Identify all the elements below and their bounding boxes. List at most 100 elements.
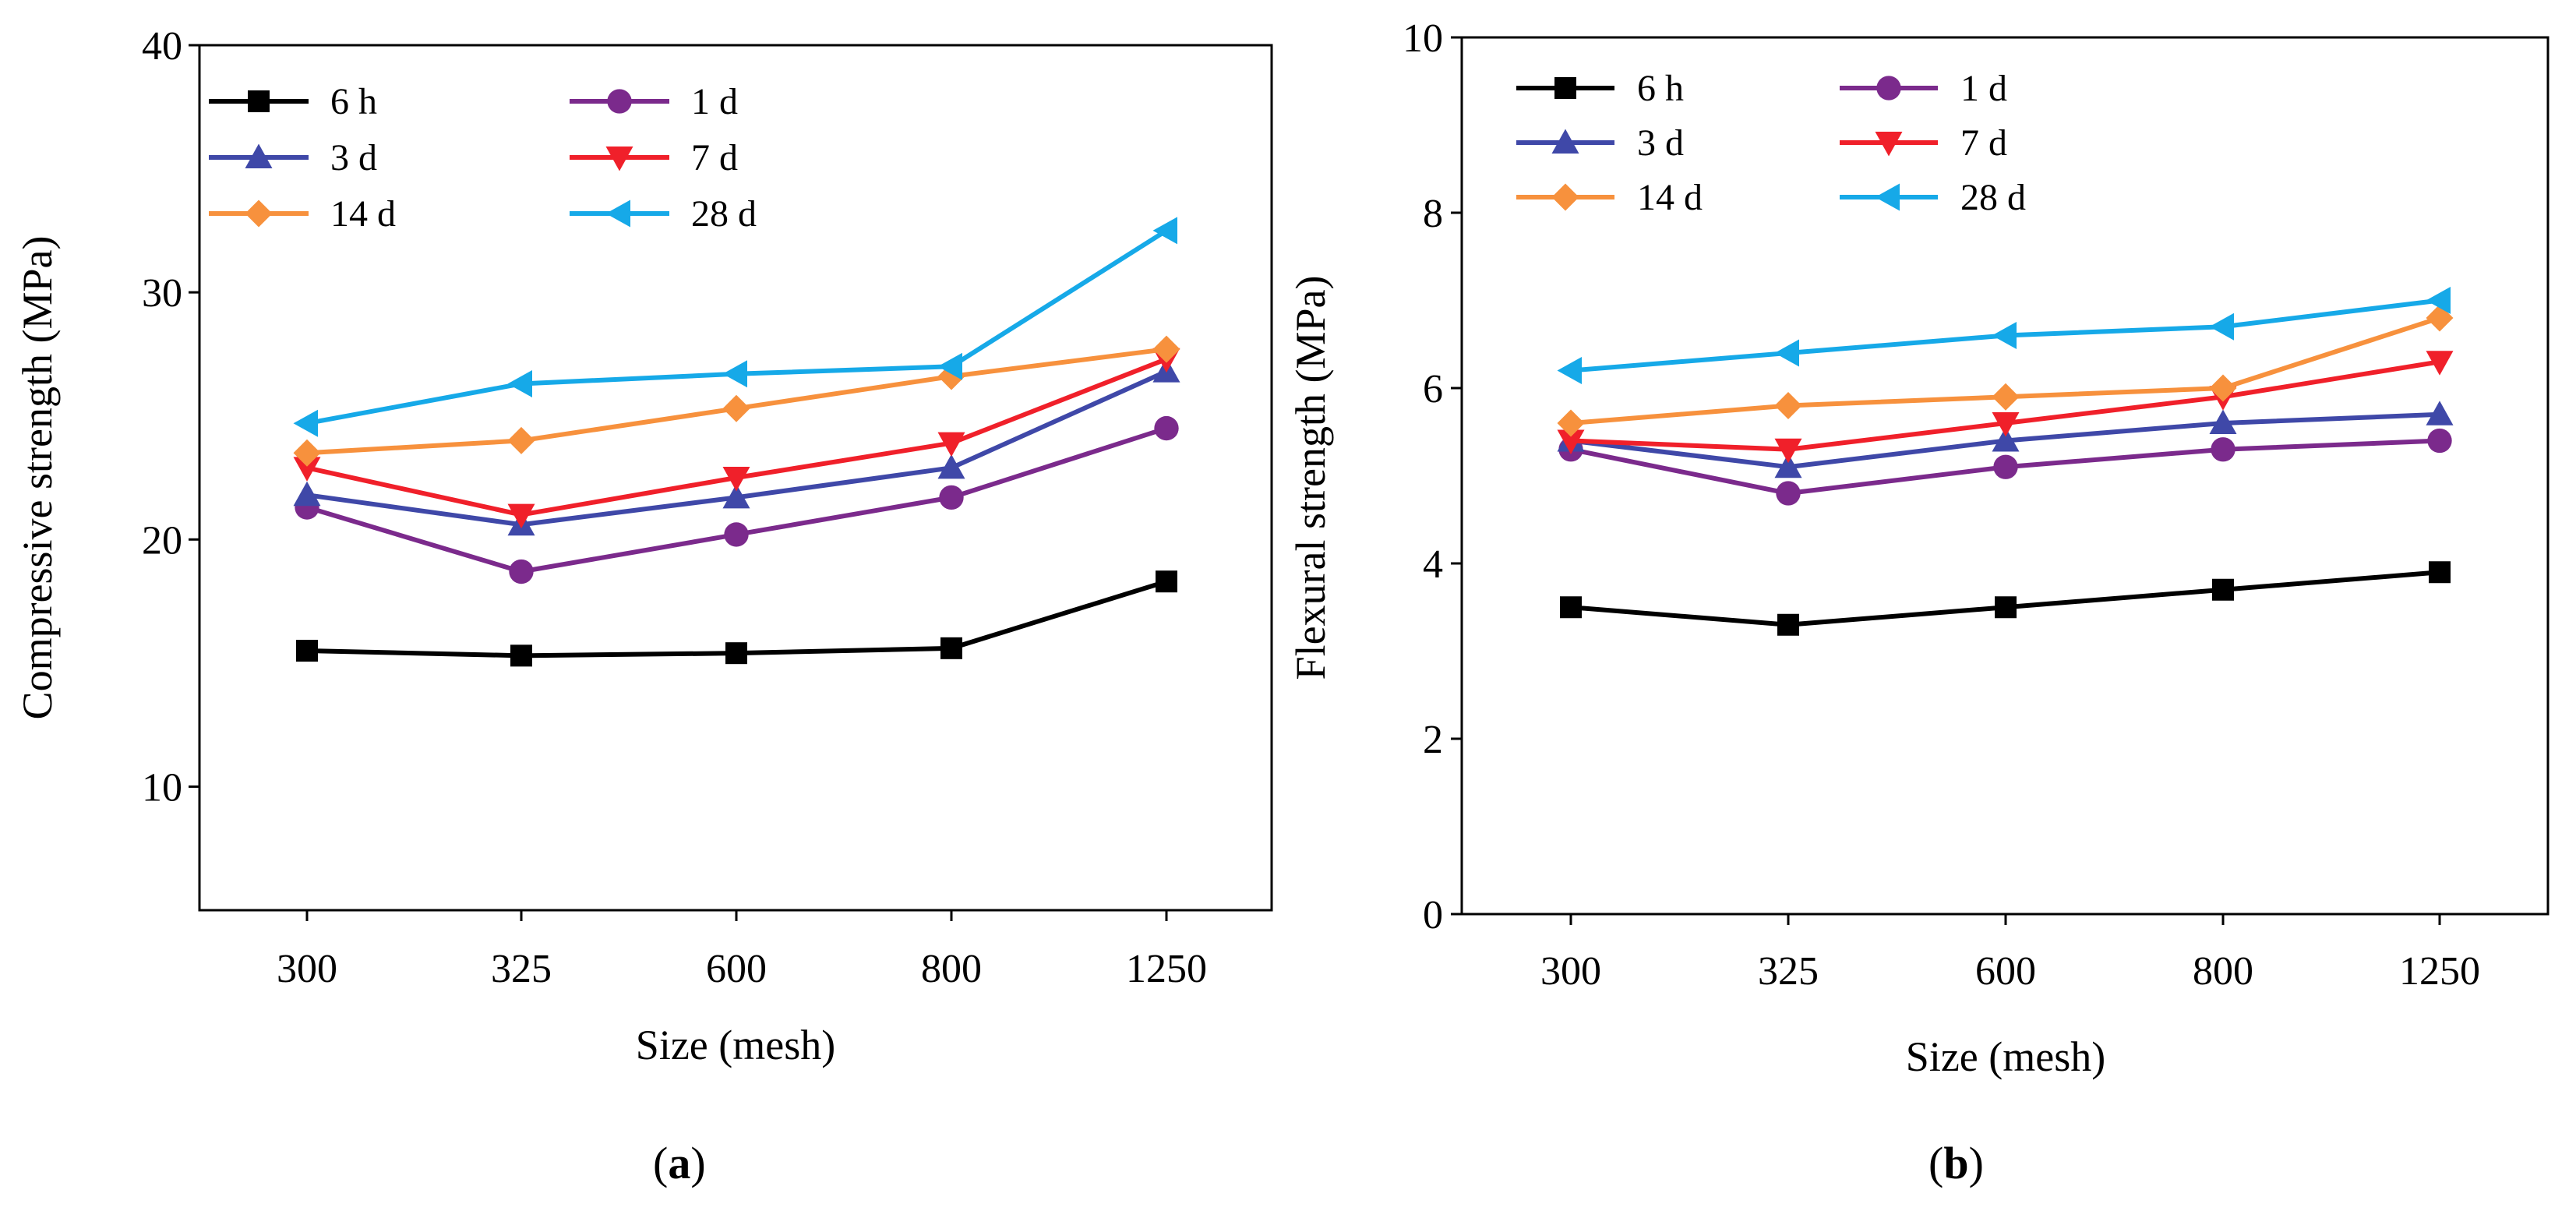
data-point	[1776, 481, 1801, 506]
y-tick-label: 4	[1423, 542, 1443, 587]
x-tick-label: 300	[277, 947, 337, 991]
x-tick-label: 800	[2193, 949, 2253, 994]
data-point	[1152, 217, 1177, 245]
y-tick-label: 20	[142, 518, 182, 563]
series-28d	[1557, 287, 2451, 384]
data-point	[293, 409, 318, 437]
data-point	[722, 483, 750, 509]
series-6h	[296, 570, 1177, 667]
data-point	[2209, 312, 2234, 341]
data-point	[1995, 596, 2017, 619]
legend-marker	[1876, 76, 1901, 101]
data-point	[1774, 392, 1802, 419]
data-point	[937, 432, 965, 457]
data-point	[2426, 287, 2451, 314]
legend-marker	[1554, 77, 1576, 99]
legend-label: 3 d	[1637, 122, 1684, 164]
data-point	[2209, 409, 2237, 434]
data-point	[507, 369, 532, 397]
data-point	[722, 467, 750, 492]
legend-item: 6 h	[1516, 68, 1684, 109]
y-tick-label: 6	[1423, 367, 1443, 411]
legend-item: 3 d	[209, 137, 377, 178]
data-point	[939, 485, 964, 510]
y-tick-label: 10	[142, 765, 182, 810]
legend-marker	[248, 90, 270, 112]
chart-panel-b: 0 2 4 6 8 10 300 325 600 800 1250 Size (mesh) Flexur…	[1287, 16, 2550, 1080]
chart-panel-a: 10 20 30 40 300 325 600 800 1250 Size (mesh) Compr…	[14, 24, 1273, 1068]
data-point	[937, 454, 965, 479]
legend-label: 6 h	[1637, 68, 1684, 109]
y-tick-label: 30	[142, 271, 182, 316]
data-point	[2209, 374, 2237, 402]
data-point	[2212, 578, 2234, 601]
legend-item: 1 d	[1840, 68, 2007, 109]
data-point	[1774, 339, 1799, 367]
x-tick-label: 325	[491, 947, 552, 991]
data-point	[293, 439, 321, 467]
series-3d	[1557, 401, 2454, 478]
legend-label: 28 d	[691, 193, 757, 235]
data-point	[940, 637, 962, 659]
data-point	[2426, 351, 2454, 376]
data-point	[1560, 596, 1582, 619]
legend-marker	[605, 199, 630, 228]
x-tick-label: 1250	[1126, 947, 1207, 991]
data-point	[507, 503, 535, 529]
y-tick-label: 2	[1423, 718, 1443, 762]
legend-item: 7 d	[1840, 122, 2007, 164]
legend-label: 7 d	[1960, 122, 2007, 164]
y-tick-label: 40	[142, 24, 182, 69]
data-point	[1156, 570, 1177, 593]
data-point	[722, 360, 747, 388]
legend-item: 1 d	[570, 81, 738, 122]
legend-item: 14 d	[1516, 177, 1703, 218]
x-tick-label: 600	[706, 947, 767, 991]
legend: 6 h 1 d 3 d 7 d 14 d 28 d	[1516, 68, 2026, 218]
legend-marker	[1875, 183, 1900, 211]
legend-label: 7 d	[691, 137, 738, 178]
y-tick-label: 8	[1423, 192, 1443, 236]
data-point	[1992, 322, 2017, 349]
legend-label: 28 d	[1960, 177, 2026, 218]
legend: 6 h 1 d 3 d 7 d 14 d 28 d	[209, 81, 757, 235]
data-point	[722, 394, 750, 422]
data-point	[1774, 438, 1802, 464]
data-point	[1992, 427, 2020, 452]
x-axis-title: Size (mesh)	[636, 1022, 835, 1068]
legend-item: 28 d	[1840, 177, 2026, 218]
series-line	[306, 228, 1168, 426]
data-point	[1777, 613, 1799, 636]
data-point	[296, 640, 318, 662]
x-tick-label: 600	[1975, 949, 2036, 994]
legend-label: 14 d	[330, 193, 396, 235]
series-6h	[1560, 561, 2451, 636]
legend-item: 14 d	[209, 193, 396, 235]
legend-marker	[1875, 132, 1903, 157]
panel-label-a: (a)	[653, 1138, 706, 1188]
legend-marker	[1551, 183, 1579, 211]
y-tick-label: 0	[1423, 893, 1443, 937]
legend-marker	[1551, 129, 1579, 154]
data-point	[509, 559, 534, 584]
legend-item: 3 d	[1516, 122, 1684, 164]
data-point	[2427, 428, 2452, 454]
data-point	[2211, 437, 2235, 462]
legend-item: 7 d	[570, 137, 738, 178]
data-point	[1557, 357, 1582, 384]
series-14d	[1557, 304, 2454, 437]
data-point	[2429, 561, 2451, 584]
data-point	[293, 481, 321, 507]
data-point	[1152, 335, 1180, 363]
legend-marker	[605, 147, 633, 171]
data-point	[293, 457, 321, 482]
legend-label: 1 d	[691, 81, 738, 122]
data-point	[1992, 383, 2020, 411]
series-28d	[293, 217, 1177, 437]
data-point	[1993, 454, 2018, 479]
x-tick-label: 300	[1540, 949, 1601, 994]
legend-marker	[245, 199, 273, 228]
legend-item: 28 d	[570, 193, 757, 235]
data-point	[1774, 453, 1802, 478]
